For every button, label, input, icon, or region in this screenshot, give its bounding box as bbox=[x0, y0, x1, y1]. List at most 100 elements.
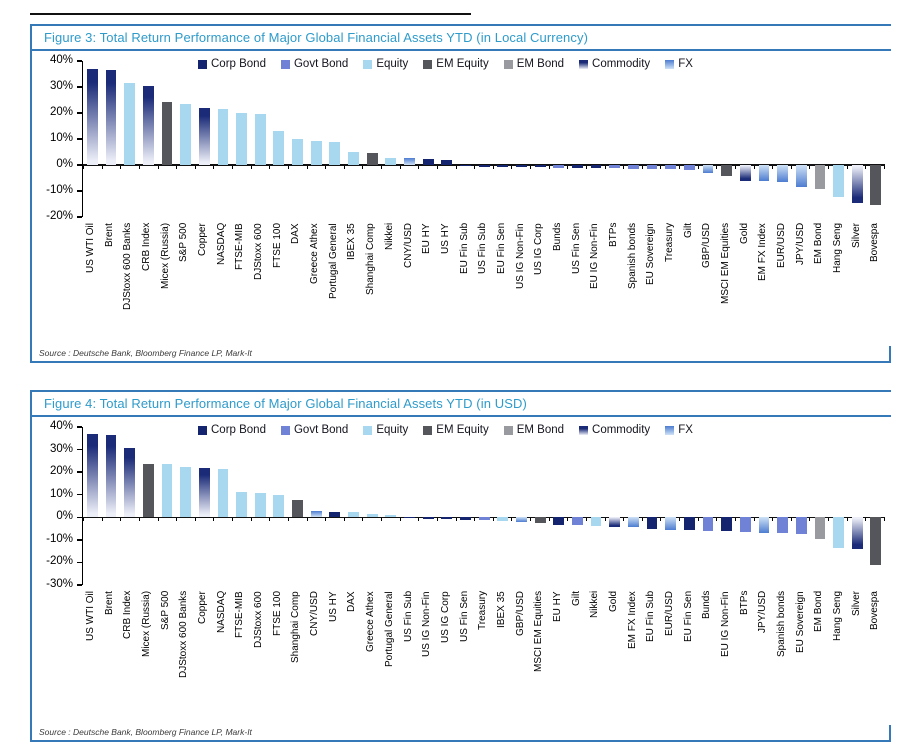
y-tick-mark bbox=[77, 164, 82, 166]
x-label-silver: Silver bbox=[850, 591, 862, 617]
x-label-slot: Greece Athex bbox=[306, 223, 325, 345]
y-tick-label-10: -10% bbox=[46, 532, 73, 545]
y-axis: 40% 30% 20% 10% 0% -10% -20% bbox=[32, 54, 82, 222]
figure-4-corner-tick bbox=[889, 725, 891, 740]
y-tick-label-40: 40% bbox=[49, 54, 73, 66]
bar-slot bbox=[624, 61, 643, 217]
x-tick-mark bbox=[475, 165, 494, 169]
x-label-slot: Micex (Russia) bbox=[138, 591, 157, 723]
x-label-slot: EM Bond bbox=[810, 591, 829, 723]
x-label-treasury: Treasury bbox=[663, 223, 675, 263]
x-label-slot: US IG Corp bbox=[437, 591, 456, 723]
x-label-slot: FTSE-MIB bbox=[231, 591, 250, 723]
bar-slot bbox=[288, 427, 307, 585]
x-label-ftse-mib: FTSE-MIB bbox=[234, 591, 246, 638]
bar-us-hy bbox=[329, 512, 341, 518]
bar-btps bbox=[609, 165, 621, 169]
figure-3-corner-tick bbox=[889, 346, 891, 361]
x-tick-mark bbox=[829, 165, 848, 169]
x-label-bunds: Bunds bbox=[701, 591, 713, 620]
bar-copper bbox=[198, 467, 210, 518]
x-label-slot: DJStoxx 600 Banks bbox=[175, 591, 194, 723]
bar-gold bbox=[739, 165, 751, 181]
bar-djstoxx-600 bbox=[254, 114, 266, 165]
bar-shanghai-comp bbox=[292, 499, 303, 518]
x-tick-mark bbox=[810, 165, 829, 169]
bar-brent bbox=[105, 70, 117, 165]
x-tick-mark bbox=[121, 517, 140, 522]
bar-slot bbox=[139, 61, 158, 217]
x-tick-mark bbox=[531, 165, 550, 169]
x-label-eu-ig-non-fin: EU IG Non-Fin bbox=[589, 223, 601, 289]
x-label-eu-fin-sub: EU Fin Sub bbox=[645, 591, 657, 643]
x-label-slot: S&P 500 bbox=[175, 223, 194, 345]
x-label-us-ig-corp: US IG Corp bbox=[439, 591, 451, 643]
bar-eu-fin-sen bbox=[683, 517, 695, 531]
x-tick-mark bbox=[606, 165, 625, 169]
page-top-rule bbox=[30, 13, 471, 15]
x-label-eu-hy: EU HY bbox=[551, 591, 563, 622]
legend-swatch-govt-bond bbox=[280, 425, 290, 435]
figure-4-source: Source : Deutsche Bank, Bloomberg Financ… bbox=[39, 727, 252, 737]
legend-label-equity: Equity bbox=[376, 58, 409, 70]
legend-swatch-corp-bond bbox=[198, 425, 207, 435]
bar-slot bbox=[531, 427, 550, 585]
x-tick-mark bbox=[159, 165, 178, 169]
x-label-slot: DJStoxx 600 Banks bbox=[119, 223, 138, 345]
x-label-eu-hy: EU HY bbox=[421, 223, 433, 254]
x-tick-mark bbox=[121, 165, 140, 169]
x-tick-mark bbox=[512, 165, 531, 169]
bar-us-ig-non-fin bbox=[516, 165, 527, 168]
bar-us-fin-sen bbox=[571, 165, 583, 168]
x-tick-mark bbox=[401, 517, 420, 522]
x-label-slot: S&P 500 bbox=[157, 591, 176, 723]
bar-bunds bbox=[702, 517, 714, 531]
bar-gbp-usd bbox=[702, 165, 714, 173]
figure-3-chart: 40% 30% 20% 10% 0% -10% -20% Corp Bond Govt Bond… bbox=[32, 51, 891, 345]
x-tick-mark bbox=[419, 165, 438, 169]
bar-slot bbox=[848, 61, 867, 217]
bar-slot bbox=[214, 61, 233, 217]
legend-item-fx: FX bbox=[665, 424, 693, 436]
bar-slot bbox=[549, 61, 568, 217]
y-tick-label-0: 0% bbox=[56, 158, 73, 170]
x-label-bunds: Bunds bbox=[551, 223, 563, 252]
x-label-slot: Bovespa bbox=[866, 223, 885, 345]
x-label-slot: Greece Athex bbox=[362, 591, 381, 723]
x-label-slot: Treasury bbox=[661, 223, 680, 345]
x-tick-mark bbox=[810, 517, 829, 522]
bar-slot bbox=[251, 61, 270, 217]
x-label-eu-fin-sen: EU Fin Sen bbox=[682, 591, 694, 643]
x-label-slot: US WTI Oil bbox=[82, 591, 101, 723]
x-label-gold: Gold bbox=[607, 591, 619, 613]
x-tick-mark bbox=[140, 517, 159, 522]
bar-slot bbox=[493, 427, 512, 585]
bar-jpy-usd bbox=[795, 165, 807, 188]
bar-slot bbox=[307, 61, 326, 217]
x-tick-mark bbox=[699, 165, 718, 169]
y-tick-mark bbox=[77, 516, 82, 519]
x-label-slot: Silver bbox=[848, 223, 867, 345]
legend-item-govt-bond: Govt Bond bbox=[280, 424, 348, 436]
x-label-us-fin-sen: US Fin Sen bbox=[458, 591, 470, 643]
bar-slot bbox=[102, 61, 121, 217]
bar-gold bbox=[609, 517, 621, 527]
bar-slot bbox=[251, 427, 270, 585]
x-label-s-p-500: S&P 500 bbox=[159, 591, 171, 631]
x-tick-mark bbox=[159, 517, 178, 522]
x-label-slot: Bunds bbox=[549, 223, 568, 345]
figure-3-source: Source : Deutsche Bank, Bloomberg Financ… bbox=[39, 348, 252, 358]
x-label-msci-em-equities: MSCI EM Equities bbox=[533, 591, 545, 673]
legend-swatch-fx bbox=[665, 59, 675, 69]
bar-slot bbox=[792, 427, 811, 585]
y-tick-label-10: 10% bbox=[49, 132, 73, 144]
y-tick-label-20: 20% bbox=[49, 106, 73, 118]
x-label-slot: Copper bbox=[194, 223, 213, 345]
bar-cny-usd bbox=[404, 157, 415, 165]
x-label-em-fx-index: EM FX Index bbox=[626, 591, 638, 649]
legend-label-commodity: Commodity bbox=[592, 424, 651, 436]
x-label-slot: GBP/USD bbox=[511, 591, 530, 723]
legend-label-equity: Equity bbox=[376, 424, 409, 436]
bar-slot bbox=[811, 427, 830, 585]
bar-slot bbox=[773, 427, 792, 585]
